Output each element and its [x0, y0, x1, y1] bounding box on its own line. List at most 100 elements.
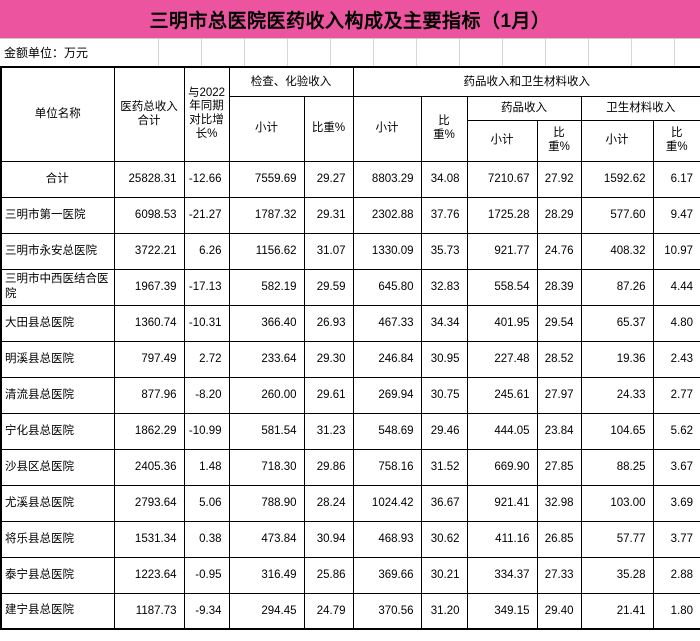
header-row-3: 小计 比重% 小计 比重%	[1, 119, 700, 162]
value-cell: 3722.21	[113, 232, 185, 270]
value-cell: 366.40	[228, 304, 305, 342]
value-cell: 29.27	[303, 160, 354, 198]
value-cell: 1967.39	[113, 268, 185, 306]
value-cell: 30.62	[420, 520, 468, 558]
value-cell: 3.77	[652, 520, 700, 558]
value-cell: 28.52	[536, 340, 582, 378]
value-cell: 4.80	[652, 304, 700, 342]
value-cell: 29.40	[536, 592, 582, 630]
value-cell: 245.61	[466, 376, 538, 414]
value-cell: 29.59	[303, 268, 354, 306]
value-cell: 29.86	[303, 448, 354, 486]
value-cell: 30.75	[420, 376, 468, 414]
value-cell: 31.07	[303, 232, 354, 270]
value-cell: 26.93	[303, 304, 354, 342]
table-row: 三明市中西医结合医院 1967.39 -17.13 582.19 29.59 645.80…	[0, 268, 700, 306]
value-cell: 7210.67	[466, 160, 538, 198]
value-cell: 30.95	[420, 340, 468, 378]
value-cell: 669.90	[466, 448, 538, 486]
hospital-name-cell: 三明市中西医结合医院	[0, 268, 115, 306]
header-row-2: 小计 比重% 小计 比重% 药品收入 卫生材料收入	[1, 95, 700, 162]
value-cell: 24.33	[580, 376, 654, 414]
value-cell: 29.46	[420, 412, 468, 450]
value-cell: 558.54	[466, 268, 538, 306]
value-cell: 2405.36	[113, 448, 185, 486]
value-cell: 35.73	[420, 232, 468, 270]
value-cell: 1156.62	[228, 232, 305, 270]
value-cell: 2.43	[652, 340, 700, 378]
value-cell: 23.84	[536, 412, 582, 450]
table-row: 合计 25828.31 -12.66 7559.69 29.27 8803.29 34.08…	[0, 160, 700, 198]
value-cell: 2.77	[652, 376, 700, 414]
value-cell: 788.90	[228, 484, 305, 522]
hospital-name-cell: 建宁县总医院	[0, 592, 115, 630]
value-cell: 370.56	[352, 592, 422, 630]
value-cell: 27.85	[536, 448, 582, 486]
table-body: 合计 25828.31 -12.66 7559.69 29.27 8803.29 34.08…	[0, 160, 700, 630]
value-cell: -21.27	[183, 196, 230, 234]
value-cell: 25828.31	[113, 160, 185, 198]
value-cell: 34.34	[420, 304, 468, 342]
table-row: 三明市永安总医院 3722.21 6.26 1156.62 31.07 1330.09 35…	[0, 232, 700, 270]
value-cell: 88.25	[580, 448, 654, 486]
value-cell: 260.00	[228, 376, 305, 414]
value-cell: 27.33	[536, 556, 582, 594]
header-exam-group: 检查、化验收入	[228, 66, 354, 97]
value-cell: 65.37	[580, 304, 654, 342]
value-cell: 25.86	[303, 556, 354, 594]
header-material-group: 卫生材料收入	[580, 95, 700, 121]
value-cell: 30.21	[420, 556, 468, 594]
header-unit-name: 单位名称	[0, 66, 115, 162]
value-cell: 31.23	[303, 412, 354, 450]
value-cell: 1862.29	[113, 412, 185, 450]
value-cell: 32.83	[420, 268, 468, 306]
value-cell: -9.34	[183, 592, 230, 630]
header-total-income: 医药总收入合计	[113, 66, 185, 162]
value-cell: 104.65	[580, 412, 654, 450]
value-cell: 577.60	[580, 196, 654, 234]
header-material-proportion-label: 比重%	[665, 126, 688, 153]
unit-note-row: 金额单位：万元	[0, 38, 700, 66]
header-exam-subtotal: 小计	[228, 95, 305, 162]
value-cell: 8803.29	[352, 160, 422, 198]
value-cell: 718.30	[228, 448, 305, 486]
value-cell: 369.66	[352, 556, 422, 594]
value-cell: 581.54	[228, 412, 305, 450]
table-row: 清流县总医院 877.96 -8.20 260.00 29.61 269.94 30.75 2…	[0, 376, 700, 414]
value-cell: 34.08	[420, 160, 468, 198]
value-cell: 246.84	[352, 340, 422, 378]
value-cell: 32.98	[536, 484, 582, 522]
value-cell: -0.95	[183, 556, 230, 594]
value-cell: 87.26	[580, 268, 654, 306]
value-cell: 334.37	[466, 556, 538, 594]
value-cell: 103.00	[580, 484, 654, 522]
table-row: 宁化县总医院 1862.29 -10.99 581.54 31.23 548.69 29.4…	[0, 412, 700, 450]
header-dm-proportion-label: 比重%	[433, 114, 455, 141]
value-cell: 269.94	[352, 376, 422, 414]
value-cell: 29.30	[303, 340, 354, 378]
value-cell: 877.96	[113, 376, 185, 414]
value-cell: 0.38	[183, 520, 230, 558]
value-cell: 7559.69	[228, 160, 305, 198]
value-cell: 2302.88	[352, 196, 422, 234]
value-cell: 473.84	[228, 520, 305, 558]
table-row: 沙县区总医院 2405.36 1.48 718.30 29.86 758.16 31.52 6…	[0, 448, 700, 486]
value-cell: 1024.42	[352, 484, 422, 522]
value-cell: 29.61	[303, 376, 354, 414]
header-drug-proportion-label: 比重%	[548, 126, 570, 153]
value-cell: 921.41	[466, 484, 538, 522]
value-cell: 31.52	[420, 448, 468, 486]
value-cell: 2.88	[652, 556, 700, 594]
unit-note: 金额单位：万元	[4, 46, 89, 60]
value-cell: 1725.28	[466, 196, 538, 234]
value-cell: 10.97	[652, 232, 700, 270]
value-cell: 921.77	[466, 232, 538, 270]
header-drug-group: 药品收入	[466, 95, 582, 121]
value-cell: 27.97	[536, 376, 582, 414]
header-drug-material-group: 药品收入和卫生材料收入	[352, 66, 700, 97]
value-cell: 411.16	[466, 520, 538, 558]
value-cell: 35.28	[580, 556, 654, 594]
value-cell: 29.54	[536, 304, 582, 342]
hospital-name-cell: 大田县总医院	[0, 304, 115, 342]
value-cell: 2.72	[183, 340, 230, 378]
